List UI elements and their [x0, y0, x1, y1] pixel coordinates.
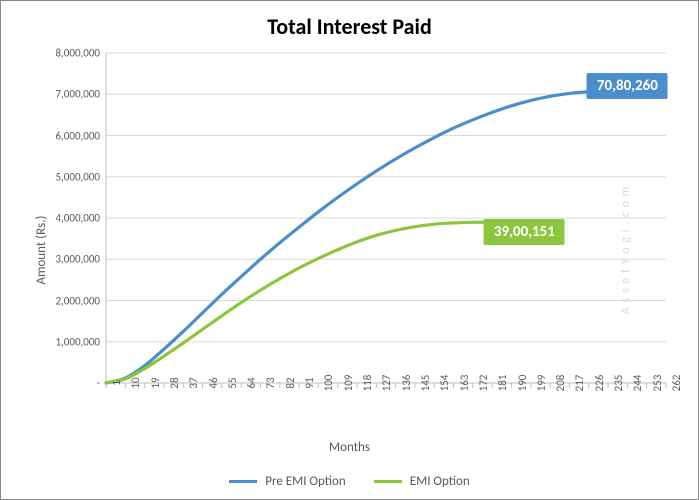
x-tick-label: 28 [164, 377, 181, 388]
x-tick-label: 127 [376, 375, 393, 392]
x-tick-label: 145 [415, 375, 432, 392]
x-tick-label: 163 [454, 375, 471, 392]
plot-area: -1,000,0002,000,0003,000,0004,000,0005,0… [106, 53, 666, 383]
y-tick-label: 2,000,000 [55, 294, 106, 307]
x-tick-label: 82 [280, 377, 297, 388]
x-tick-label: 37 [183, 377, 200, 388]
legend-swatch [229, 480, 257, 483]
x-tick-label: 1 [106, 380, 123, 386]
x-tick-label: 217 [569, 375, 586, 392]
y-tick-label: 6,000,000 [55, 129, 106, 142]
x-tick-label: 199 [531, 375, 548, 392]
x-tick-label: 109 [338, 375, 355, 392]
legend-swatch [374, 480, 402, 483]
chart-frame: Total Interest Paid Amount (Rs.) -1,000,… [0, 0, 699, 500]
y-tick-label: - [97, 377, 106, 390]
x-tick-label: 118 [357, 375, 374, 392]
x-tick-label: 208 [550, 375, 567, 392]
x-axis-label: Months [1, 440, 698, 455]
y-tick-label: 7,000,000 [55, 88, 106, 101]
x-tick-label: 235 [608, 375, 625, 392]
x-tick-label: 244 [627, 375, 644, 392]
x-tick-label: 262 [666, 375, 683, 392]
series-data-label: 70,80,260 [587, 73, 668, 99]
chart-svg [106, 53, 666, 383]
y-tick-label: 1,000,000 [55, 335, 106, 348]
legend-item: Pre EMI Option [229, 474, 345, 489]
series-data-label: 39,00,151 [484, 219, 565, 245]
chart-title: Total Interest Paid [1, 13, 698, 40]
watermark: A s s e t Y o g i . c o m [619, 186, 633, 314]
x-tick-label: 64 [241, 377, 258, 388]
y-tick-label: 3,000,000 [55, 253, 106, 266]
y-tick-label: 4,000,000 [55, 212, 106, 225]
x-tick-label: 10 [125, 377, 142, 388]
legend-item: EMI Option [374, 474, 470, 489]
y-tick-label: 5,000,000 [55, 170, 106, 183]
x-tick-label: 91 [299, 377, 316, 388]
x-tick-label: 190 [512, 375, 529, 392]
x-tick-label: 181 [492, 375, 509, 392]
x-tick-label: 154 [434, 375, 451, 392]
y-tick-label: 8,000,000 [55, 47, 106, 60]
x-tick-label: 55 [222, 377, 239, 388]
y-axis-label: Amount (Rs.) [34, 216, 49, 285]
x-tick-label: 226 [589, 375, 606, 392]
legend: Pre EMI Option EMI Option [1, 472, 698, 489]
series-line [106, 222, 492, 383]
x-tick-label: 136 [396, 375, 413, 392]
x-tick-label: 73 [260, 377, 277, 388]
legend-label: Pre EMI Option [265, 474, 345, 489]
x-tick-label: 19 [145, 377, 162, 388]
x-tick-label: 46 [203, 377, 220, 388]
x-tick-label: 100 [318, 375, 335, 392]
legend-label: EMI Option [410, 474, 470, 489]
x-tick-label: 172 [473, 375, 490, 392]
x-tick-label: 253 [647, 375, 664, 392]
